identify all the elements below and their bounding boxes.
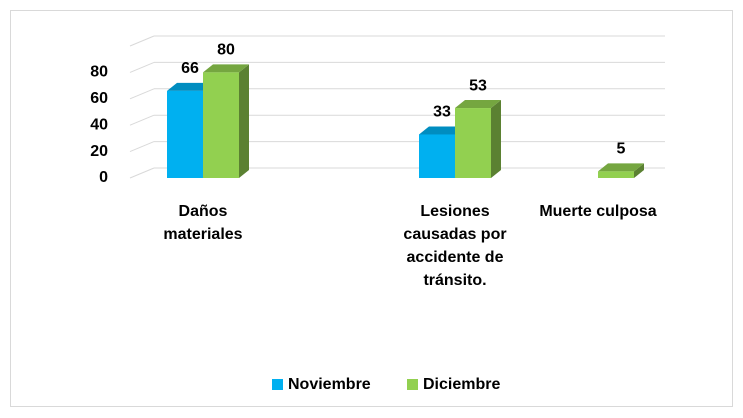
legend-swatch [272, 379, 283, 390]
grid-line [129, 167, 155, 179]
legend-swatch [407, 379, 418, 390]
y-tick-label: 40 [90, 116, 108, 133]
grid-line [129, 88, 155, 100]
data-label: 80 [217, 42, 235, 59]
y-tick-label: 60 [90, 90, 108, 107]
bar-front [203, 72, 239, 178]
y-tick-label: 20 [90, 143, 108, 160]
data-label: 5 [617, 141, 626, 158]
x-tick-label: Daños materiales [163, 203, 243, 243]
bar [455, 100, 501, 178]
bar-front [167, 90, 203, 178]
bar-top [598, 163, 644, 172]
grid-line [129, 141, 155, 153]
y-tick-label: 80 [90, 64, 108, 81]
bar [203, 64, 249, 178]
bar-side [634, 163, 644, 178]
bar-top [203, 64, 249, 73]
data-label: 33 [433, 104, 451, 121]
bar-front [419, 134, 455, 178]
bar-front [455, 108, 491, 178]
bar-side [239, 64, 249, 178]
bar-top [167, 82, 213, 91]
x-tick-label: Muerte culposa [539, 203, 657, 220]
x-tick-label: Lesiones causadas por accidente de tráns… [403, 203, 507, 289]
bar-top [455, 100, 501, 109]
grid-line [129, 35, 155, 47]
y-tick-label: 0 [99, 169, 108, 186]
chart-border [10, 10, 733, 407]
data-label: 66 [181, 60, 199, 77]
bar [598, 163, 644, 178]
bar-side [491, 100, 501, 178]
grid-line [129, 61, 155, 73]
legend-label: Diciembre [423, 376, 500, 393]
grid-line [129, 114, 155, 126]
bar-top [419, 126, 465, 135]
legend-label: Noviembre [288, 376, 371, 393]
data-label: 53 [469, 77, 487, 94]
bar-front [598, 171, 634, 178]
